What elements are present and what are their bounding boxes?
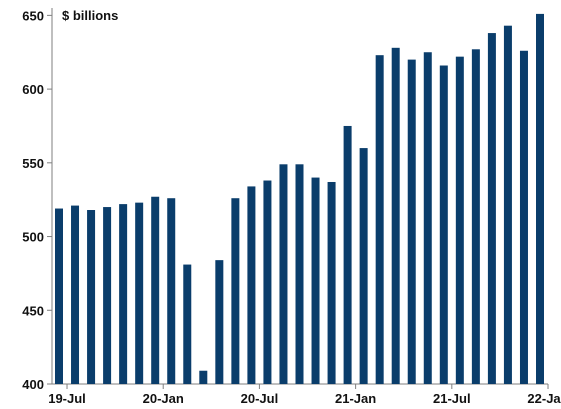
bar bbox=[263, 180, 272, 384]
x-tick-label: 21-Jan bbox=[335, 391, 376, 406]
bar bbox=[55, 208, 63, 384]
bar bbox=[151, 196, 160, 384]
bar bbox=[536, 13, 544, 385]
bar bbox=[375, 55, 384, 385]
y-tick-label: 650 bbox=[22, 8, 44, 23]
bar-series bbox=[55, 13, 544, 385]
x-tick-label: 21-Jul bbox=[433, 391, 471, 406]
bar bbox=[183, 264, 192, 384]
bar bbox=[231, 198, 240, 384]
bar bbox=[87, 210, 96, 384]
y-tick-label: 550 bbox=[22, 156, 44, 171]
bar bbox=[407, 59, 416, 385]
bar bbox=[247, 186, 256, 384]
bar bbox=[359, 148, 368, 384]
y-tick-label: 600 bbox=[22, 82, 44, 97]
bar bbox=[471, 49, 480, 384]
bar bbox=[199, 370, 208, 384]
bar bbox=[215, 260, 224, 384]
bar bbox=[167, 198, 176, 384]
unit-label: $ billions bbox=[62, 8, 118, 23]
bar bbox=[135, 202, 144, 384]
y-tick-label: 500 bbox=[22, 230, 44, 245]
bar bbox=[311, 177, 320, 384]
bar bbox=[327, 181, 336, 384]
bar bbox=[71, 205, 80, 384]
bar bbox=[439, 65, 448, 384]
bar bbox=[343, 125, 352, 385]
x-axis: 19-Jul 20-Jan 20-Jul 21-Jan 21-Jul 22-Jan bbox=[48, 383, 561, 406]
x-tick-label: 22-Jan bbox=[527, 391, 561, 406]
y-axis: 400 450 500 550 600 650 bbox=[22, 8, 53, 392]
bar bbox=[119, 204, 128, 384]
bar bbox=[391, 47, 400, 385]
bar bbox=[455, 56, 464, 384]
bar bbox=[279, 164, 288, 384]
bar bbox=[103, 207, 112, 384]
x-tick-label: 19-Jul bbox=[48, 391, 86, 406]
bar bbox=[423, 52, 432, 385]
x-tick-label: 20-Jul bbox=[241, 391, 279, 406]
bar bbox=[503, 25, 512, 384]
x-tick-label: 20-Jan bbox=[143, 391, 184, 406]
bar bbox=[519, 50, 528, 384]
bar bbox=[295, 164, 304, 384]
y-tick-label: 450 bbox=[22, 303, 44, 318]
bar bbox=[487, 33, 496, 384]
y-tick-label: 400 bbox=[22, 377, 44, 392]
